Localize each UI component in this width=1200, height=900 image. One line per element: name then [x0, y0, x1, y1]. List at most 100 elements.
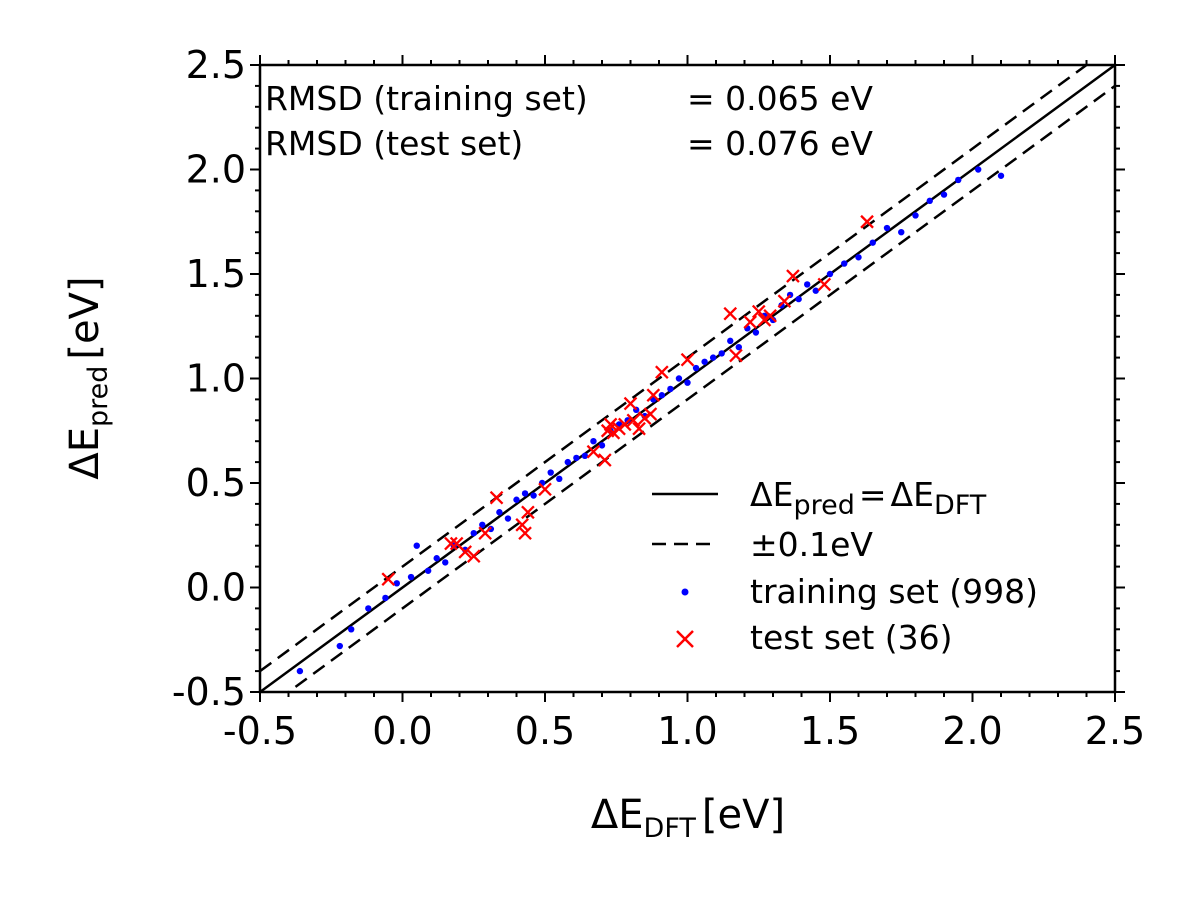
training-point [701, 358, 708, 365]
test-point [603, 417, 618, 432]
training-point [598, 442, 606, 449]
legend-identity-label: ΔEpred = ΔEDFT [750, 475, 987, 521]
training-point [826, 270, 834, 278]
training-point [470, 529, 477, 537]
test-point-stroke [860, 214, 874, 229]
axis-ticks [250, 55, 1125, 702]
test-point-stroke [623, 396, 638, 411]
training-point [727, 337, 734, 345]
training-point [393, 580, 400, 587]
y-axis-label: ΔEpred[eV] [62, 276, 114, 479]
test-point-stroke [777, 294, 792, 308]
tick-labels: -0.5 0.0 0.5 1.0 1.5 2.0 2.5 -0.5 0.0 0.5 1.0 1.5 2.… [172, 43, 1145, 753]
y-tick-label: 0.5 [186, 461, 246, 505]
training-point [442, 559, 449, 566]
y-tick-label: 1.5 [186, 252, 246, 296]
test-point-stroke [643, 407, 658, 421]
test-point [444, 536, 458, 551]
test-point [786, 269, 800, 283]
rmsd-training-label: RMSD (training set) [265, 79, 588, 118]
test-point-stroke [763, 308, 777, 323]
training-point [521, 490, 529, 497]
test-point [515, 517, 530, 532]
test-point [626, 413, 641, 428]
test-point [538, 482, 552, 497]
training-point [564, 458, 571, 466]
training-point [413, 542, 420, 549]
test-point-stroke [817, 277, 832, 292]
test-point-stroke [598, 453, 612, 467]
test-point [598, 453, 612, 467]
test-point [586, 444, 601, 459]
training-point [997, 172, 1005, 179]
test-point [466, 549, 481, 563]
reference-line-upper [260, 65, 1089, 673]
test-point [478, 526, 492, 540]
training-point [547, 469, 554, 476]
legend: ΔEpred = ΔEDFT ±0.1eV training set (998) t… [652, 475, 1038, 657]
training-point [530, 492, 537, 499]
training-point [424, 567, 432, 574]
x-tick-label: 1.0 [657, 709, 717, 753]
training-point [912, 212, 919, 219]
training-point [692, 364, 700, 372]
x-tick-label: 2.0 [942, 709, 1002, 753]
test-point-stroke [489, 490, 504, 505]
training-point [795, 295, 802, 303]
training-point [869, 239, 876, 246]
test-point [751, 304, 766, 319]
training-point [513, 496, 520, 503]
training-point [955, 176, 962, 184]
training-point [841, 260, 848, 267]
reference-lines [260, 65, 1115, 692]
test-point [518, 526, 532, 540]
y-tick-label: 1.0 [186, 357, 246, 401]
test-point-stroke [518, 526, 532, 540]
test-point [729, 348, 743, 363]
test-point [860, 214, 874, 229]
training-point [975, 166, 982, 173]
x-tick-label: -0.5 [223, 709, 297, 753]
test-point-stroke [646, 388, 661, 403]
training-point [940, 191, 948, 198]
test-point [623, 396, 638, 411]
test-point-stroke [449, 536, 464, 551]
legend-test-label: test set (36) [750, 618, 953, 657]
training-point [336, 642, 343, 650]
y-tick-label: 0.0 [186, 566, 246, 610]
test-point-stroke [586, 444, 601, 459]
test-point-stroke [381, 572, 396, 586]
legend-training-marker [681, 588, 689, 596]
test-point-stroke [603, 417, 618, 432]
test-point-stroke [521, 505, 535, 520]
training-point [590, 438, 597, 445]
training-point [667, 385, 674, 393]
training-point [348, 626, 355, 633]
training-point [407, 573, 415, 581]
test-point-stroke [466, 549, 481, 563]
test-point-stroke [626, 413, 641, 428]
training-point [573, 454, 580, 462]
reference-line-lower [286, 84, 1115, 692]
test-point [381, 572, 396, 586]
legend-band-label: ±0.1eV [750, 525, 873, 564]
test-point [489, 490, 504, 505]
test-point-stroke [617, 417, 632, 432]
training-point [296, 667, 304, 675]
x-tick-label: 1.5 [800, 709, 860, 753]
training-point [675, 375, 683, 382]
training-point [382, 594, 389, 602]
training-point [556, 475, 563, 483]
x-tick-label: 2.5 [1085, 709, 1145, 753]
training-point [658, 392, 666, 399]
training-point [433, 555, 440, 562]
training-point [718, 350, 725, 357]
training-point [581, 452, 589, 460]
y-tick-label: -0.5 [172, 670, 246, 714]
test-point-stroke [655, 365, 669, 380]
rmsd-test-value: = 0.076 eV [687, 124, 873, 163]
test-point [680, 352, 695, 367]
training-point [804, 281, 811, 288]
test-point [521, 505, 535, 520]
